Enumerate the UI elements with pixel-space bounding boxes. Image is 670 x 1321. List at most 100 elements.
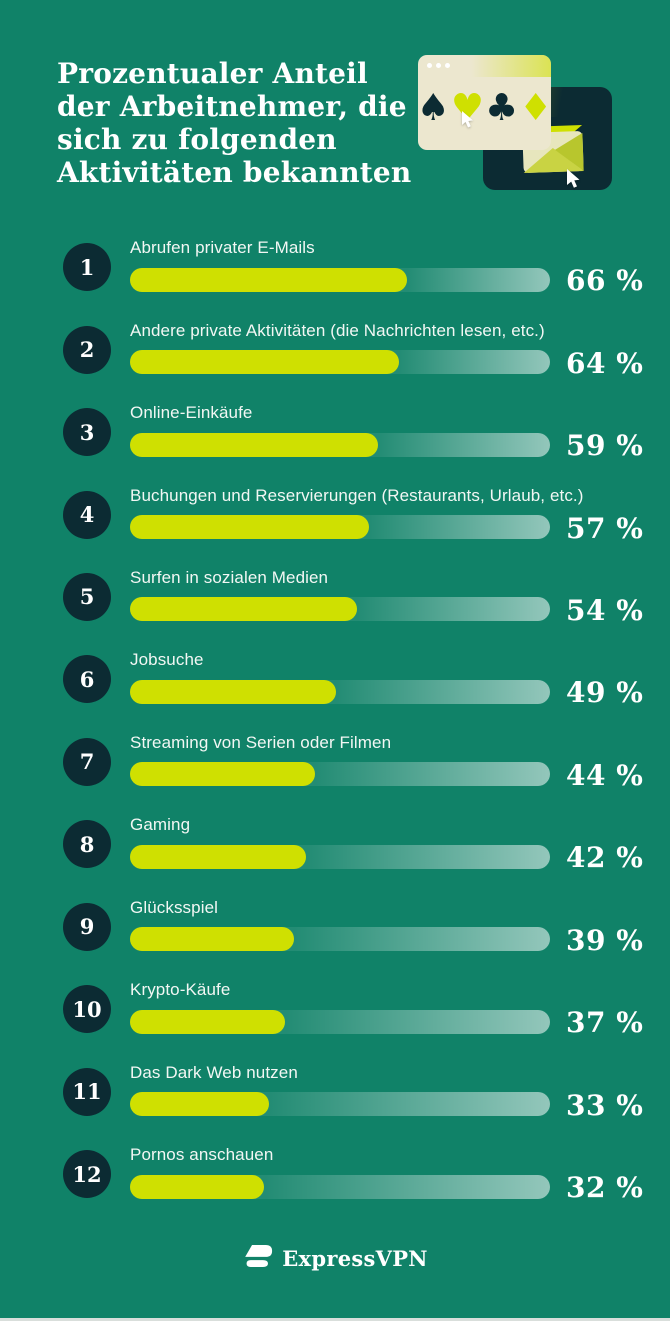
rank-badge: 5 bbox=[63, 572, 111, 621]
bar-line: 59 % bbox=[130, 428, 670, 463]
bar-line: 37 % bbox=[130, 1005, 670, 1039]
bar-row: 7 Streaming von Serien oder Filmen 44 % bbox=[63, 721, 670, 803]
value-label: 64 % bbox=[566, 346, 644, 380]
bar-track bbox=[130, 267, 550, 292]
activity-label: Jobsuche bbox=[130, 650, 204, 670]
bar-track bbox=[130, 1009, 550, 1034]
bar-track bbox=[130, 515, 550, 540]
bar-row: 10 Krypto-Käufe 37 % bbox=[63, 968, 670, 1050]
browser-window-graphic: ♠ ♥ ♣ ♦ bbox=[418, 55, 551, 150]
rank-badge: 12 bbox=[63, 1150, 111, 1199]
bar-row-content: Surfen in sozialen Medien 54 % bbox=[130, 567, 670, 627]
bar-fill bbox=[130, 927, 294, 952]
bar-row-content: Pornos anschauen 32 % bbox=[130, 1145, 670, 1205]
bar-line: 66 % bbox=[130, 263, 670, 297]
bar-row: 3 Online-Einkäufe 59 % bbox=[63, 391, 670, 473]
activity-label: Das Dark Web nutzen bbox=[130, 1062, 298, 1082]
rank-badge: 10 bbox=[63, 985, 111, 1034]
bar-line: 32 % bbox=[130, 1170, 670, 1205]
bar-fill bbox=[130, 267, 408, 292]
page-title: Prozentualer Anteil der Arbeitnehmer, di… bbox=[57, 57, 412, 189]
rank-badge: 11 bbox=[63, 1067, 111, 1116]
activity-label: Buchungen und Reservierungen (Restaurant… bbox=[130, 485, 584, 505]
activity-label: Abrufen privater E-Mails bbox=[130, 238, 315, 258]
browser-dots bbox=[427, 63, 450, 68]
activity-label: Streaming von Serien oder Filmen bbox=[130, 732, 392, 752]
bar-line: 39 % bbox=[130, 923, 670, 957]
rank-badge: 1 bbox=[63, 243, 111, 292]
bar-track bbox=[130, 762, 550, 787]
bar-fill bbox=[130, 597, 357, 622]
browser-top-tint bbox=[418, 55, 551, 77]
expressvpn-logo-icon bbox=[242, 1242, 273, 1275]
bar-row: 2 Andere private Aktivitäten (die Nachric… bbox=[63, 308, 670, 390]
bar-line: 42 % bbox=[130, 840, 670, 875]
expressvpn-wordmark: ExpressVPN bbox=[282, 1245, 428, 1271]
cursor-icon bbox=[565, 168, 585, 194]
bar-row: 9 Glücksspiel 39 % bbox=[63, 886, 670, 968]
bar-track bbox=[130, 1092, 550, 1117]
bar-fill bbox=[130, 679, 336, 704]
value-label: 59 % bbox=[566, 429, 644, 463]
bar-row-content: Abrufen privater E-Mails 66 % bbox=[130, 238, 670, 297]
bar-line: 57 % bbox=[130, 511, 670, 545]
window-dot bbox=[445, 63, 450, 68]
bar-row: 8 Gaming 42 % bbox=[63, 803, 670, 885]
diamond-icon: ♦ bbox=[519, 85, 551, 129]
bar-row: 4 Buchungen und Reservierungen (Restauran… bbox=[63, 473, 670, 555]
bottom-edge-strip bbox=[0, 1318, 670, 1321]
bar-line: 33 % bbox=[130, 1088, 670, 1122]
bar-row: 6 Jobsuche 49 % bbox=[63, 638, 670, 720]
bar-row: 11 Das Dark Web nutzen 33 % bbox=[63, 1050, 670, 1132]
bar-fill bbox=[130, 1009, 286, 1034]
bar-row-content: Glücksspiel 39 % bbox=[130, 897, 670, 957]
rank-badge: 3 bbox=[63, 408, 111, 457]
bar-row-content: Jobsuche 49 % bbox=[130, 650, 670, 709]
bar-fill bbox=[130, 432, 378, 457]
activity-label: Pornos anschauen bbox=[130, 1145, 274, 1165]
bar-fill bbox=[130, 350, 399, 375]
value-label: 57 % bbox=[566, 511, 644, 545]
rank-badge: 7 bbox=[63, 737, 111, 786]
window-dot bbox=[427, 63, 432, 68]
value-label: 44 % bbox=[566, 758, 644, 792]
bar-row: 5 Surfen in sozialen Medien 54 % bbox=[63, 556, 670, 638]
bar-row: 1 Abrufen privater E-Mails 66 % bbox=[63, 226, 670, 308]
activity-label: Surfen in sozialen Medien bbox=[130, 567, 329, 587]
bar-fill bbox=[130, 762, 315, 787]
value-label: 32 % bbox=[566, 1171, 644, 1205]
bar-row-content: Buchungen und Reservierungen (Restaurant… bbox=[130, 485, 670, 545]
spade-icon: ♠ bbox=[418, 85, 450, 129]
rank-badge: 9 bbox=[63, 902, 111, 951]
bar-row-content: Das Dark Web nutzen 33 % bbox=[130, 1062, 670, 1122]
value-label: 54 % bbox=[566, 593, 644, 627]
rank-badge: 4 bbox=[63, 490, 111, 539]
rank-badge: 6 bbox=[63, 655, 111, 704]
bar-line: 64 % bbox=[130, 346, 670, 380]
bar-chart: 1 Abrufen privater E-Mails 66 % 2 Andere pri… bbox=[63, 226, 670, 1215]
bar-row-content: Streaming von Serien oder Filmen 44 % bbox=[130, 732, 670, 792]
bar-track bbox=[130, 679, 550, 704]
card-suits-row: ♠ ♥ ♣ ♦ bbox=[418, 77, 551, 137]
bar-row-content: Krypto-Käufe 37 % bbox=[130, 980, 670, 1039]
bar-row-content: Gaming 42 % bbox=[130, 815, 670, 875]
value-label: 33 % bbox=[566, 1088, 644, 1122]
activity-label: Andere private Aktivitäten (die Nachrich… bbox=[130, 320, 545, 340]
bar-track bbox=[130, 432, 550, 457]
activity-label: Glücksspiel bbox=[130, 897, 219, 917]
bar-fill bbox=[130, 1092, 269, 1117]
bar-line: 54 % bbox=[130, 593, 670, 627]
bar-line: 49 % bbox=[130, 675, 670, 709]
bar-row-content: Online-Einkäufe 59 % bbox=[130, 403, 670, 463]
activity-label: Online-Einkäufe bbox=[130, 403, 253, 423]
bar-track bbox=[130, 350, 550, 375]
activity-label: Krypto-Käufe bbox=[130, 980, 231, 1000]
club-icon: ♣ bbox=[485, 85, 519, 129]
header-illustration: ♠ ♥ ♣ ♦ bbox=[415, 48, 615, 193]
value-label: 42 % bbox=[566, 841, 644, 875]
rank-badge: 8 bbox=[63, 820, 111, 869]
bar-line: 44 % bbox=[130, 758, 670, 792]
bar-row: 12 Pornos anschauen 32 % bbox=[63, 1133, 670, 1215]
footer: ExpressVPN bbox=[0, 1240, 670, 1276]
